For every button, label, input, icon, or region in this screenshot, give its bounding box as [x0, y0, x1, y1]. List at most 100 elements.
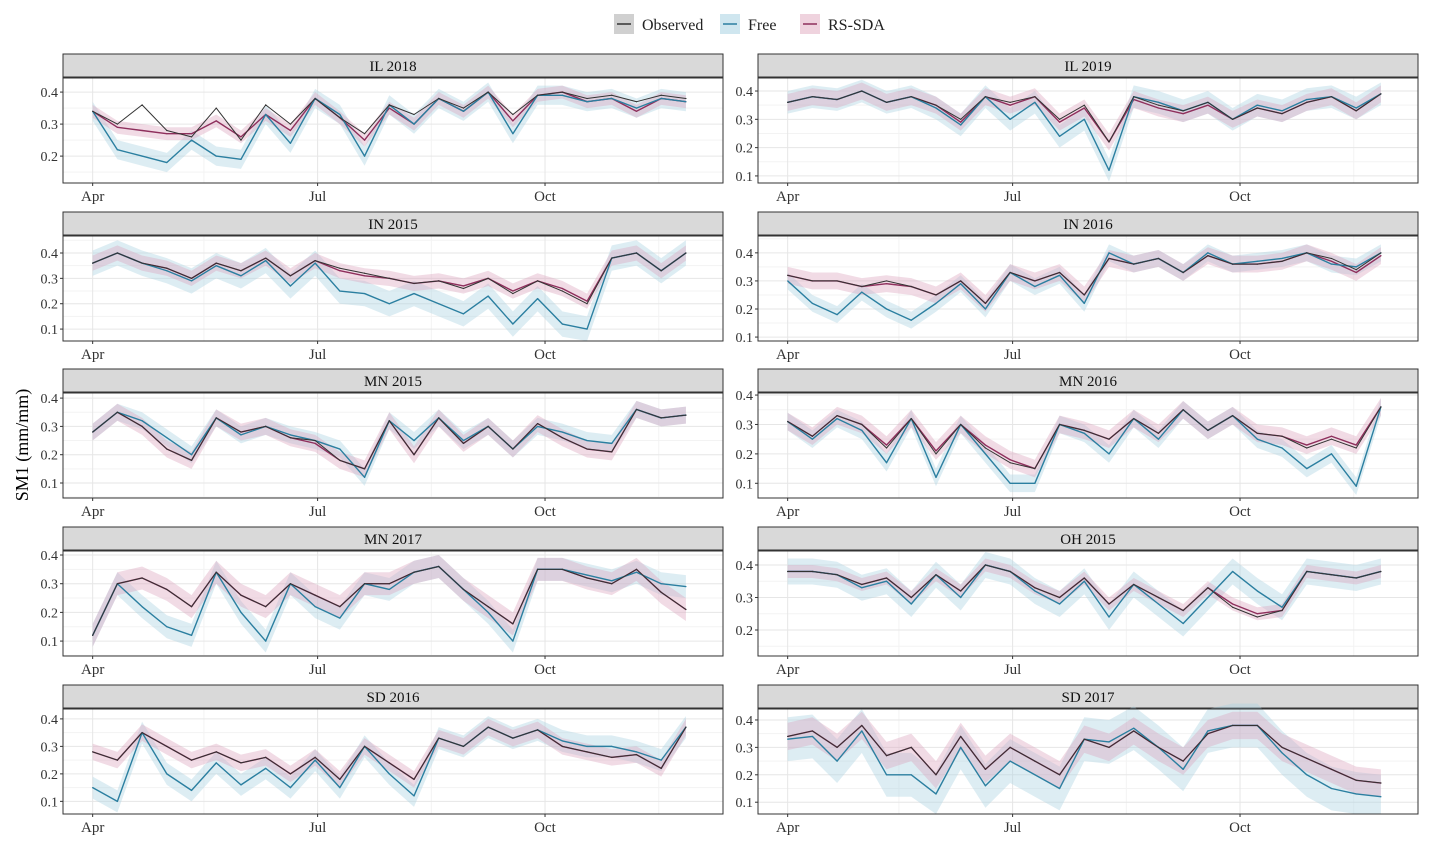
data-point-free: [561, 94, 563, 96]
data-point-observed: [586, 303, 588, 305]
panel-border: [62, 550, 724, 657]
panel-border: [757, 392, 1419, 499]
data-point-observed: [1133, 96, 1135, 98]
data-point-free: [215, 155, 217, 157]
data-point-observed: [1256, 263, 1258, 265]
data-point-observed: [1207, 255, 1209, 257]
data-point-observed: [910, 96, 912, 98]
data-point-observed: [935, 294, 937, 296]
data-point-rs-sda: [586, 300, 588, 302]
data-point-free: [836, 417, 838, 420]
data-point-observed: [1281, 113, 1283, 115]
data-point-free: [289, 787, 292, 789]
x-tick-label: Jul: [1004, 820, 1022, 836]
data-point-rs-sda: [339, 270, 341, 272]
data-point-free: [1207, 730, 1209, 732]
data-point-observed: [984, 302, 987, 304]
x-tick-label: Jul: [1004, 662, 1022, 678]
data-point-observed: [1232, 606, 1234, 608]
x-tick-label: Jul: [1004, 347, 1022, 363]
band-free: [92, 240, 686, 341]
data-point-rs-sda: [363, 275, 366, 277]
data-point-observed: [561, 437, 563, 439]
data-point-free: [141, 155, 143, 157]
data-point-free: [910, 603, 912, 605]
data-point-observed: [537, 280, 539, 282]
data-point-free: [885, 774, 888, 776]
data-point-observed: [166, 588, 168, 591]
panel-border: [757, 235, 1419, 342]
data-point-observed: [885, 447, 888, 449]
facet-title: SD 2017: [1062, 690, 1115, 706]
data-point-observed: [811, 435, 813, 437]
data-point-observed: [413, 454, 415, 456]
panel-border: [62, 708, 724, 815]
data-point-observed: [413, 571, 415, 573]
x-tick-label: Apr: [776, 662, 799, 678]
data-point-observed: [660, 591, 662, 593]
legend: Observed Free RS-SDA: [614, 14, 885, 34]
y-tick-label: 0.1: [736, 170, 754, 185]
y-tick-label: 0.3: [736, 113, 754, 128]
data-point-observed: [910, 746, 912, 748]
data-point-observed: [462, 588, 465, 591]
data-point-free: [1034, 590, 1036, 592]
data-point-observed: [611, 451, 613, 453]
data-point-free: [339, 617, 341, 619]
data-point-observed: [1355, 447, 1357, 449]
y-tick-label: 0.4: [41, 549, 59, 564]
data-point-observed: [1232, 415, 1234, 417]
data-point-observed: [240, 594, 242, 596]
data-point-free: [1034, 285, 1036, 288]
data-point-rs-sda: [561, 287, 563, 290]
data-point-observed: [265, 425, 267, 427]
data-point-rs-sda: [240, 136, 242, 138]
data-point-free: [289, 434, 292, 436]
data-point-free: [611, 97, 613, 100]
data-point-rs-sda: [166, 133, 168, 135]
data-point-observed: [811, 730, 813, 732]
y-tick-label: 0.4: [736, 247, 754, 262]
data-point-observed: [240, 762, 242, 764]
data-point-free: [537, 298, 539, 300]
data-point-free: [1207, 252, 1209, 254]
data-point-observed: [660, 94, 662, 96]
band-free: [787, 551, 1381, 637]
data-point-observed: [1034, 760, 1036, 762]
data-point-free: [1083, 118, 1085, 120]
data-point-observed: [586, 97, 588, 100]
data-point-observed: [363, 272, 366, 274]
data-point-free: [1108, 741, 1110, 743]
data-point-observed: [685, 252, 687, 254]
data-point-observed: [240, 431, 242, 433]
data-point-observed: [487, 606, 489, 608]
data-point-observed: [265, 606, 267, 608]
data-point-observed: [1330, 574, 1333, 576]
data-point-observed: [1133, 730, 1135, 732]
data-point-observed: [1355, 577, 1357, 579]
data-point-observed: [1108, 257, 1110, 260]
data-point-free: [811, 302, 813, 304]
data-point-observed: [1083, 294, 1085, 296]
data-point-free: [265, 640, 267, 642]
x-tick-label: Apr: [81, 189, 104, 205]
data-point-free: [1306, 774, 1308, 776]
data-point-observed: [388, 420, 390, 422]
data-point-observed: [141, 262, 143, 264]
plot-background: [63, 236, 723, 341]
data-point-rs-sda: [1330, 260, 1333, 262]
data-point-observed: [438, 97, 440, 100]
y-tick-label: 0.2: [736, 142, 754, 157]
data-point-free: [1108, 252, 1110, 254]
data-point-observed: [438, 280, 440, 282]
data-point-observed: [685, 414, 687, 416]
data-point-observed: [462, 107, 465, 109]
band-rs-sda: [92, 400, 686, 478]
data-point-free: [660, 97, 662, 100]
data-point-observed: [1009, 570, 1011, 573]
y-axis-label: SM1 (mm/mm): [12, 389, 33, 502]
x-tick-label: Oct: [534, 820, 556, 836]
x-tick-label: Oct: [534, 662, 556, 678]
y-tick-label: 0.3: [41, 420, 59, 435]
data-point-observed: [787, 101, 789, 103]
